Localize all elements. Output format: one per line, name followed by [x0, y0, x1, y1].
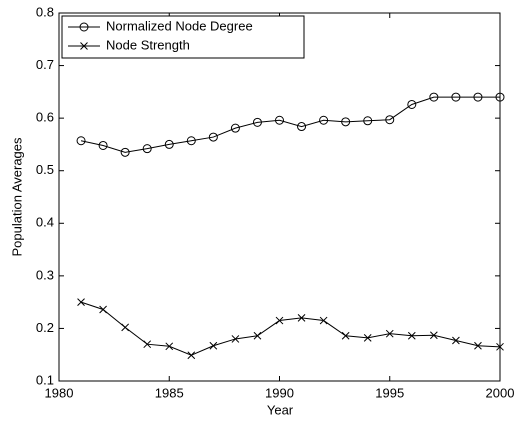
- legend-marker: [79, 22, 89, 32]
- point-marker: [495, 92, 505, 102]
- x-tick-label: 1995: [375, 385, 404, 400]
- x-tick-label: 1985: [155, 385, 184, 400]
- legend: Normalized Node Degree Node Strength: [61, 15, 305, 59]
- point-marker: [429, 331, 438, 340]
- y-tick-label: 0.1: [36, 372, 54, 387]
- point-marker: [231, 335, 240, 343]
- y-tick-label: 0.2: [36, 320, 54, 335]
- legend-label: Node Strength: [106, 37, 190, 52]
- point-marker: [385, 329, 394, 338]
- x-tick-label: 1990: [265, 385, 294, 400]
- point-marker: [452, 336, 460, 345]
- point-marker: [429, 92, 439, 102]
- point-marker: [474, 341, 482, 350]
- point-marker: [165, 342, 174, 351]
- point-marker: [230, 123, 240, 133]
- point-marker: [451, 92, 461, 102]
- y-tick-label: 0.6: [36, 110, 54, 125]
- point-marker: [186, 136, 196, 146]
- plot-frame: [58, 12, 501, 382]
- point-marker: [341, 117, 351, 127]
- point-marker: [275, 316, 284, 325]
- point-marker: [187, 351, 196, 360]
- y-tick-label: 0.4: [36, 215, 54, 230]
- x-axis-label: Year: [267, 402, 294, 417]
- point-marker: [76, 136, 86, 146]
- point-marker: [407, 331, 416, 340]
- x-tick-label: 1980: [45, 385, 74, 400]
- y-tick-label: 0.3: [36, 267, 54, 282]
- point-marker: [121, 323, 130, 332]
- point-marker: [142, 144, 152, 154]
- point-marker: [473, 92, 483, 102]
- point-marker: [363, 116, 373, 126]
- point-marker: [143, 340, 152, 349]
- point-marker: [253, 331, 262, 340]
- point-marker: [252, 117, 262, 127]
- point-marker: [99, 305, 107, 314]
- legend-marker: [80, 42, 88, 50]
- point-marker: [363, 334, 372, 342]
- point-marker: [98, 140, 108, 150]
- point-marker: [120, 147, 130, 157]
- point-marker: [164, 139, 174, 149]
- point-marker: [385, 115, 395, 125]
- y-tick-label: 0.8: [36, 4, 54, 19]
- y-axis-label: Population Averages: [9, 137, 24, 257]
- y-tick-label: 0.5: [36, 162, 54, 177]
- point-marker: [319, 316, 328, 325]
- point-marker: [341, 331, 350, 340]
- point-marker: [208, 132, 218, 142]
- legend-label: Normalized Node Degree: [106, 18, 253, 33]
- point-marker: [496, 342, 504, 351]
- point-marker: [297, 314, 306, 322]
- point-marker: [319, 115, 329, 125]
- x-tick-label: 2000: [486, 385, 515, 400]
- legend-box: [61, 15, 305, 59]
- series-line: [80, 301, 501, 356]
- y-tick-label: 0.7: [36, 57, 54, 72]
- point-marker: [407, 99, 417, 109]
- point-marker: [297, 122, 307, 132]
- point-marker: [275, 115, 284, 125]
- point-marker: [209, 341, 218, 350]
- point-marker: [77, 298, 85, 306]
